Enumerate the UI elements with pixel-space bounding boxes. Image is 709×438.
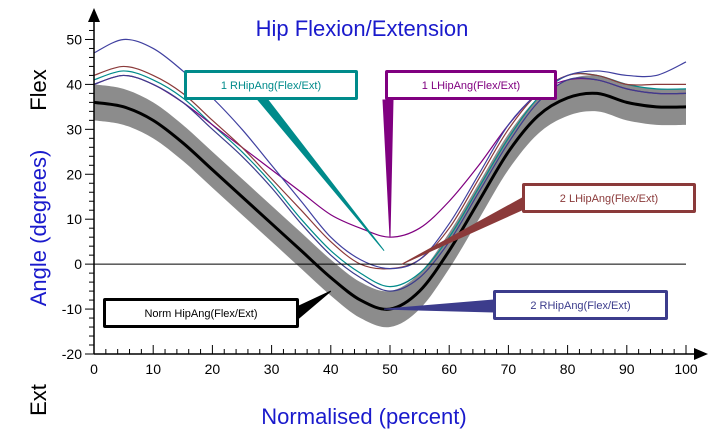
x-tick-label: 10 — [145, 361, 161, 377]
ext-label: Ext — [26, 384, 51, 416]
x-tick-label: 60 — [441, 361, 457, 377]
annotation-box — [496, 293, 665, 317]
x-axis-label: Normalised (percent) — [261, 404, 466, 429]
y-tick-label: 50 — [66, 31, 82, 47]
y-tick-label: -10 — [62, 301, 82, 317]
y-axis-label: Angle (degrees) — [26, 150, 51, 307]
annotation-layer: 1 RHipAng(Flex/Ext) 1 LHipAng(Flex/Ext) 2 … — [103, 70, 696, 328]
y-tick-label: 40 — [66, 76, 82, 92]
annotation-label: 1 LHipAng(Flex/Ext) — [422, 80, 520, 92]
annotation-label: 2 LHipAng(Flex/Ext) — [560, 193, 658, 205]
x-tick-label: 20 — [205, 361, 221, 377]
y-tick-label: 10 — [66, 211, 82, 227]
annotation-box — [187, 73, 355, 97]
annotation-pointer — [382, 99, 394, 238]
x-axis-arrow — [694, 348, 708, 360]
y-tick-label: 0 — [74, 256, 82, 272]
chart-title: Hip Flexion/Extension — [256, 16, 469, 41]
y-tick-label: -20 — [62, 346, 82, 362]
axes-layer: 0 10 20 30 40 50 60 70 80 90 100 -20 -10 0 10 20 30 40 50 — [62, 8, 708, 377]
annotation-box — [106, 301, 296, 325]
annotation-label: Norm HipAng(Flex/Ext) — [144, 308, 257, 320]
y-axis-arrow — [88, 8, 100, 22]
x-tick-label: 70 — [501, 361, 517, 377]
norm-band — [94, 75, 686, 328]
x-tick-label: 90 — [619, 361, 635, 377]
x-tick-label: 80 — [560, 361, 576, 377]
annotation-label: 1 RHipAng(Flex/Ext) — [221, 80, 321, 92]
x-tick-label: 50 — [382, 361, 398, 377]
annotation-box — [525, 186, 693, 210]
y-tick-label: 20 — [66, 166, 82, 182]
flex-label: Flex — [26, 69, 51, 111]
series-line-4 — [93, 74, 687, 292]
y-tick-label: 30 — [66, 121, 82, 137]
x-tick-label: 100 — [674, 361, 698, 377]
annotation-label: 2 RHipAng(Flex/Ext) — [530, 300, 630, 312]
annotation-box — [388, 73, 554, 97]
annotation-pointer — [298, 290, 332, 320]
plot-area: 0 10 20 30 40 50 60 70 80 90 100-20-1001020304050 … — [62, 8, 708, 377]
x-tick-label: 40 — [323, 361, 339, 377]
x-tick-label: 0 — [90, 361, 98, 377]
x-tick-label: 30 — [264, 361, 280, 377]
